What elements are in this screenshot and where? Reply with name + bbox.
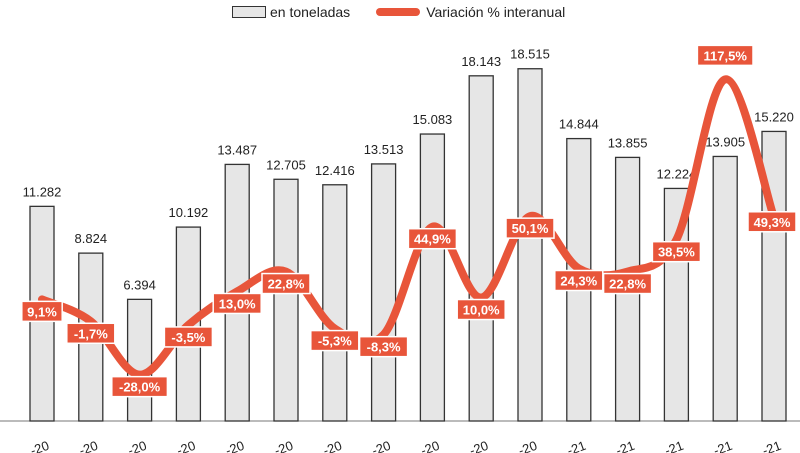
- bar: [419, 133, 446, 422]
- variation-label: 50,1%: [512, 221, 549, 236]
- variation-label-box: [602, 272, 653, 295]
- variation-label: 24,3%: [560, 274, 597, 289]
- bar-value-label: 8.824: [75, 231, 108, 246]
- variation-label-box: [163, 326, 214, 348]
- bar: [712, 155, 738, 422]
- variation-label-box: [696, 44, 754, 67]
- bar: [273, 178, 299, 422]
- bar-value-label: 15.083: [413, 112, 453, 127]
- bar-value-label: 6.394: [123, 277, 156, 292]
- bar: [322, 184, 348, 422]
- variation-label-box: [407, 227, 458, 250]
- variation-label: 49,3%: [754, 215, 791, 230]
- variation-label-box: [358, 335, 409, 358]
- variation-label: -8,3%: [367, 340, 401, 355]
- variation-label-box: [310, 329, 360, 352]
- x-tick-label: …-20: [358, 438, 393, 453]
- legend-swatch-line: [376, 8, 421, 16]
- bar-value-label: 13.487: [217, 142, 257, 157]
- bar-value-label: 10.192: [169, 205, 209, 220]
- legend-label-line: Variación % interanual: [426, 4, 566, 20]
- variation-label-box: [747, 211, 797, 233]
- bar: [126, 298, 153, 422]
- variation-label-box: [505, 217, 555, 239]
- variation-label: -3,5%: [171, 330, 205, 345]
- bar-value-label: 12.224: [657, 166, 697, 181]
- legend-swatch-bar: [232, 6, 266, 18]
- bar-value-label: 13.855: [608, 135, 648, 150]
- bar: [370, 163, 397, 422]
- bar-value-label: 13.513: [364, 142, 404, 157]
- chart-legend: en toneladas Variación % interanual: [232, 4, 565, 20]
- variation-label-box: [66, 322, 116, 345]
- variation-label-box: [21, 300, 63, 323]
- bar-value-label: 12.416: [315, 163, 355, 178]
- bar-value-label: 11.282: [23, 184, 62, 199]
- x-tick-label: …-20: [114, 438, 149, 453]
- x-tick-label: …-21: [699, 438, 734, 453]
- x-tick-label: …-20: [16, 438, 51, 453]
- bar-value-label: 13.905: [705, 134, 745, 149]
- x-tick-label: …-20: [260, 438, 295, 453]
- variation-label: -1,7%: [74, 326, 108, 341]
- variation-label: 13,0%: [219, 296, 256, 311]
- variation-label-box: [212, 292, 262, 315]
- variation-label-box: [651, 240, 702, 263]
- bar-value-label: 14.844: [559, 117, 599, 132]
- x-tick-label: …-20: [65, 438, 100, 453]
- bar-value-label: 18.515: [510, 47, 550, 62]
- bar-value-label: 12.705: [266, 157, 306, 172]
- variation-label: 9,1%: [27, 304, 57, 319]
- bar: [517, 68, 543, 422]
- x-tick-label: …-20: [504, 438, 539, 453]
- x-tick-label: …-21: [602, 438, 637, 453]
- bar-value-label: 18.143: [461, 54, 501, 69]
- variation-label: 117,5%: [704, 48, 748, 63]
- x-tick-label: …-21: [748, 438, 783, 453]
- variation-label: 44,9%: [414, 232, 451, 247]
- variation-label: 22,8%: [609, 277, 646, 292]
- x-tick-label: …-20: [162, 438, 197, 453]
- bar: [468, 75, 494, 422]
- x-tick-label: …-20: [309, 438, 344, 453]
- x-tick-label: …-20: [455, 438, 490, 453]
- variation-label-box: [111, 375, 169, 398]
- variation-label: 38,5%: [658, 245, 695, 260]
- x-tick-label: …-20: [406, 438, 441, 453]
- x-tick-label: …-20: [211, 438, 246, 453]
- variation-label: 10,0%: [463, 303, 500, 318]
- x-tick-label: …-21: [650, 438, 685, 453]
- variation-label-box: [261, 272, 311, 295]
- variation-label: -5,3%: [318, 334, 352, 349]
- x-tick-label: …-21: [553, 438, 588, 453]
- variation-label: -28,0%: [119, 380, 161, 395]
- legend-label-bar: en toneladas: [270, 4, 351, 20]
- variation-label-box: [554, 269, 604, 292]
- bar-value-label: 15.220: [754, 109, 794, 124]
- variation-label-box: [456, 298, 506, 321]
- variation-label: 22,8%: [268, 277, 305, 292]
